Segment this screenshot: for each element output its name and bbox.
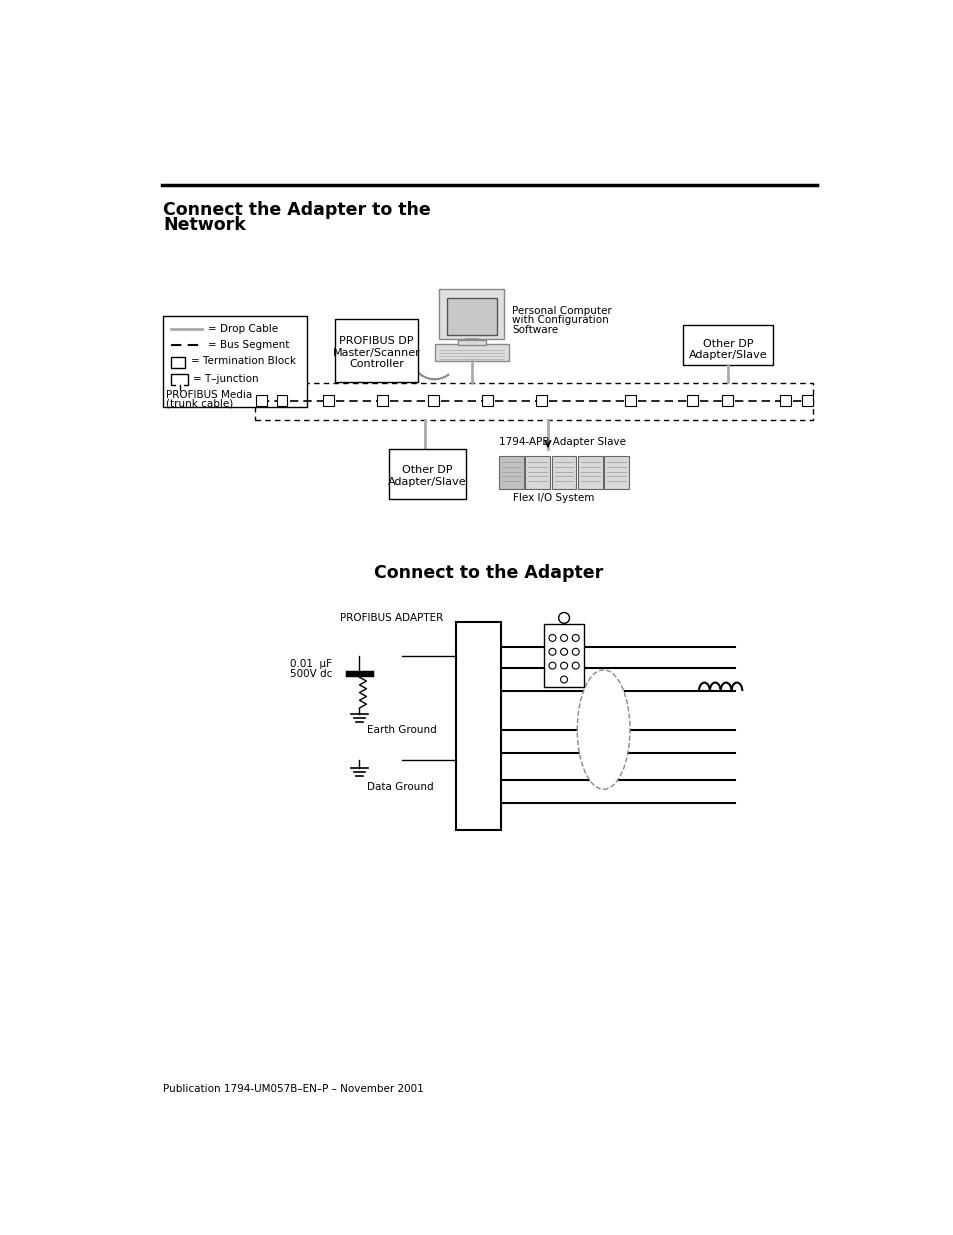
Text: = Bus Segment: = Bus Segment (208, 341, 290, 351)
Text: PROFIBUS DP: PROFIBUS DP (339, 336, 414, 346)
Bar (427, 395, 438, 406)
Bar (721, 395, 732, 406)
Text: Earth Ground: Earth Ground (367, 725, 436, 735)
Text: Data Ground: Data Ground (367, 782, 434, 792)
Bar (780, 395, 790, 406)
Bar (525, 456, 550, 489)
Bar (163, 316, 307, 406)
Text: Other DP: Other DP (402, 466, 453, 475)
Bar (335, 319, 418, 383)
Text: Other DP: Other DP (702, 340, 753, 350)
Text: Publication 1794-UM057B–EN–P – November 2001: Publication 1794-UM057B–EN–P – November … (163, 1084, 424, 1094)
Text: 0.01  μF: 0.01 μF (290, 659, 332, 669)
Text: PROFIBUS Media: PROFIBUS Media (166, 389, 252, 400)
Text: Flex I/O System: Flex I/O System (512, 493, 594, 503)
Text: Controller: Controller (349, 359, 403, 369)
Text: with Configuration: with Configuration (512, 315, 608, 325)
Text: Adapter/Slave: Adapter/Slave (388, 477, 467, 487)
Bar (171, 374, 188, 384)
Text: Connect the Adapter to the: Connect the Adapter to the (163, 200, 431, 219)
Bar (604, 456, 629, 489)
Text: Connect to the Adapter: Connect to the Adapter (374, 564, 603, 582)
Bar (435, 343, 509, 361)
Bar (439, 289, 504, 340)
Bar (323, 395, 334, 406)
Bar (551, 456, 576, 489)
Text: Adapter/Slave: Adapter/Slave (688, 350, 766, 359)
Text: = Drop Cable: = Drop Cable (208, 324, 278, 335)
Bar (456, 621, 500, 830)
Bar (457, 340, 485, 345)
Text: 500V dc: 500V dc (290, 669, 332, 679)
Bar (536, 395, 546, 406)
Bar (624, 395, 636, 406)
Bar (686, 395, 698, 406)
Bar (389, 448, 466, 499)
Bar (578, 456, 602, 489)
Circle shape (558, 613, 569, 624)
Bar (254, 383, 812, 420)
Bar (255, 395, 266, 406)
Bar (801, 395, 812, 406)
Bar (481, 395, 493, 406)
Bar (171, 357, 185, 368)
Bar (276, 395, 287, 406)
Text: (trunk cable): (trunk cable) (166, 399, 233, 409)
Bar (543, 624, 583, 687)
Bar (377, 395, 388, 406)
Bar (498, 456, 523, 489)
Text: Personal Computer: Personal Computer (512, 306, 611, 316)
Text: 1794-APB Adapter Slave: 1794-APB Adapter Slave (498, 437, 625, 447)
Text: Network: Network (163, 216, 246, 233)
Text: Software: Software (512, 325, 558, 335)
Bar (447, 298, 497, 335)
Bar (177, 384, 182, 390)
Text: Master/Scanner: Master/Scanner (333, 347, 420, 358)
Bar (682, 325, 772, 366)
Text: = Termination Block: = Termination Block (192, 357, 296, 367)
Ellipse shape (577, 669, 629, 789)
Text: PROFIBUS ADAPTER: PROFIBUS ADAPTER (340, 614, 443, 624)
Text: = T–junction: = T–junction (193, 374, 258, 384)
